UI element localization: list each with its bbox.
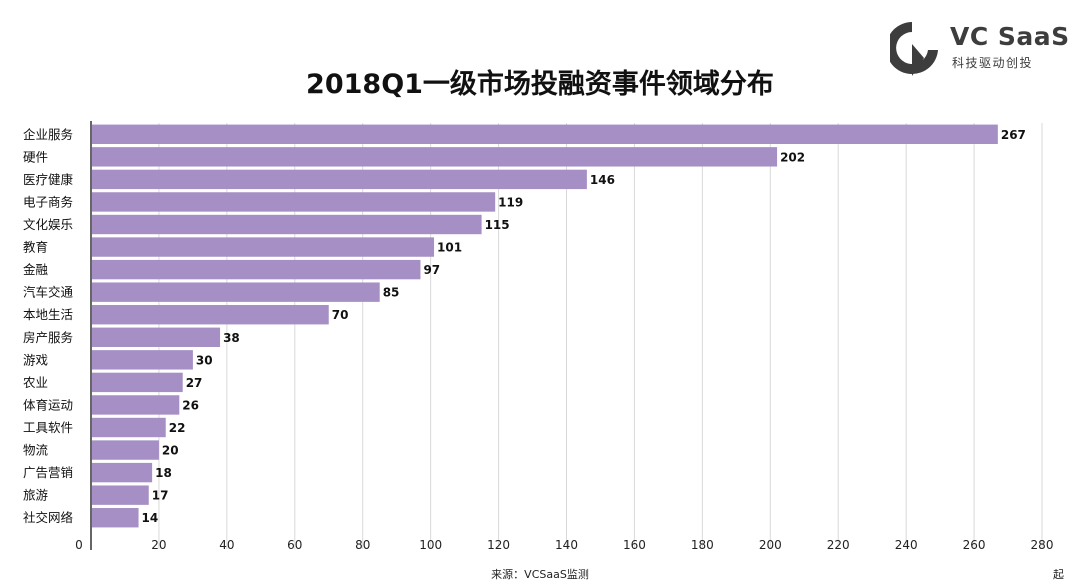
bar: [92, 485, 149, 505]
bar: [92, 462, 153, 483]
bar: [92, 147, 778, 167]
value-label: 97: [423, 263, 440, 277]
x-tick-label: 140: [555, 538, 578, 552]
category-label: 物流: [23, 443, 49, 458]
value-label: 22: [169, 421, 186, 435]
x-tick-label: 260: [963, 538, 986, 552]
logo-name: VC SaaS: [950, 22, 1070, 51]
value-label: 146: [590, 173, 615, 187]
category-label: 电子商务: [23, 194, 73, 209]
x-tick-label: 200: [759, 538, 782, 552]
bar: [92, 214, 482, 235]
category-label: 文化娱乐: [23, 217, 73, 232]
bar: [92, 305, 329, 325]
bar: [92, 350, 193, 370]
category-label: 金融: [23, 262, 49, 277]
bar-chart: 企业服务硬件医疗健康电子商务文化娱乐教育金融汽车交通本地生活房产服务游戏农业体育…: [23, 121, 1053, 552]
value-label: 115: [485, 218, 510, 232]
value-label: 20: [162, 444, 179, 458]
category-label: 硬件: [23, 149, 48, 164]
x-tick-labels: 0 20 40 60 80 100 120 140 160 180 200 220 240 260 280: [75, 538, 1053, 552]
category-labels: 企业服务硬件医疗健康电子商务文化娱乐教育金融汽车交通本地生活房产服务游戏农业体育…: [23, 127, 74, 525]
value-labels: 267 202 146 119 115 101 97 85 70 38 30 27 26 22 20 18 17…: [142, 128, 1026, 525]
bar: [92, 440, 159, 460]
bar: [92, 417, 166, 438]
value-label: 14: [142, 511, 159, 525]
value-label: 17: [152, 489, 169, 503]
category-label: 农业: [23, 375, 48, 390]
category-label: 体育运动: [23, 397, 73, 412]
bar: [92, 395, 180, 415]
bar: [92, 237, 435, 257]
category-label: 社交网络: [23, 510, 74, 525]
x-tick-label: 120: [487, 538, 510, 552]
x-tick-label: 220: [827, 538, 850, 552]
bar: [92, 327, 221, 347]
x-tick-label: 280: [1031, 538, 1054, 552]
value-label: 119: [498, 195, 523, 209]
bars: [92, 124, 998, 528]
x-tick-label: 60: [287, 538, 302, 552]
x-tick-label: 0: [75, 538, 83, 552]
source-note: 来源：VCSaaS监测: [491, 568, 589, 581]
x-tick-label: 240: [895, 538, 918, 552]
value-label: 70: [332, 308, 349, 322]
value-label: 30: [196, 353, 213, 367]
x-tick-label: 160: [623, 538, 646, 552]
bar: [92, 169, 587, 190]
category-label: 企业服务: [23, 127, 73, 142]
bar: [92, 259, 421, 280]
category-label: 汽车交通: [23, 285, 74, 300]
category-label: 教育: [23, 240, 48, 255]
category-label: 房产服务: [23, 330, 73, 345]
value-label: 18: [155, 466, 172, 480]
value-label: 27: [186, 376, 203, 390]
value-label: 26: [182, 398, 199, 412]
logo-subtitle: 科技驱动创投: [952, 56, 1034, 70]
x-tick-label: 40: [219, 538, 234, 552]
category-label: 旅游: [23, 488, 49, 503]
chart-title: 2018Q1一级市场投融资事件领域分布: [306, 69, 774, 100]
bar: [92, 192, 496, 212]
bar: [92, 124, 998, 144]
bar: [92, 372, 183, 393]
category-label: 医疗健康: [23, 172, 74, 187]
value-label: 202: [780, 150, 805, 164]
x-tick-label: 80: [355, 538, 370, 552]
category-label: 本地生活: [23, 307, 73, 322]
bar: [92, 282, 380, 302]
category-label: 工具软件: [23, 420, 73, 435]
vc-saas-logo-icon: [890, 22, 938, 76]
bar: [92, 508, 139, 528]
category-label: 游戏: [23, 352, 48, 367]
x-tick-label: 180: [691, 538, 714, 552]
corner-text: 起: [1053, 568, 1064, 581]
value-label: 267: [1001, 128, 1026, 142]
value-label: 85: [383, 286, 400, 300]
category-label: 广告营销: [23, 465, 73, 480]
value-label: 38: [223, 331, 240, 345]
x-tick-label: 20: [151, 538, 166, 552]
x-tick-label: 100: [419, 538, 442, 552]
value-label: 101: [437, 241, 462, 255]
